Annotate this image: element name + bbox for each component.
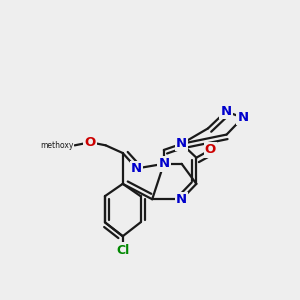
Text: N: N bbox=[237, 111, 248, 124]
Text: N: N bbox=[158, 157, 169, 170]
Text: N: N bbox=[176, 137, 187, 150]
Text: N: N bbox=[131, 162, 142, 175]
Text: Cl: Cl bbox=[116, 244, 129, 256]
Text: N: N bbox=[176, 193, 187, 206]
Text: O: O bbox=[85, 136, 96, 149]
Text: O: O bbox=[205, 143, 216, 157]
Text: methoxy: methoxy bbox=[40, 141, 74, 150]
Text: N: N bbox=[220, 105, 231, 118]
